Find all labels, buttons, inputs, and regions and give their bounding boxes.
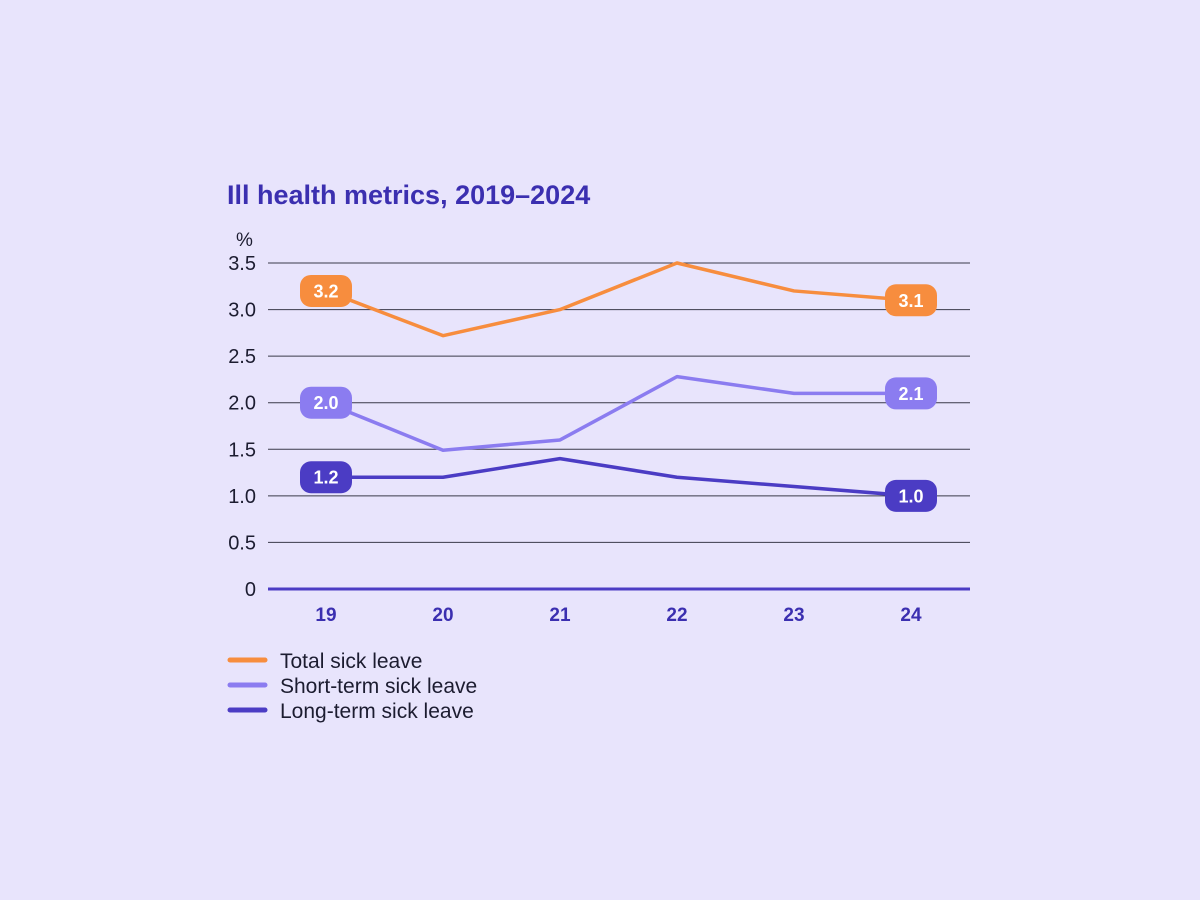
data-label-text: 3.2 (313, 281, 338, 301)
data-label-long-5: 1.0 (885, 479, 937, 512)
legend-item-long: Long-term sick leave (227, 700, 474, 723)
data-label-long-0: 1.2 (300, 461, 352, 494)
x-tick-label: 22 (666, 605, 687, 626)
x-tick-label: 24 (900, 605, 922, 626)
data-label-total-5: 3.1 (885, 284, 937, 317)
data-label-text: 2.0 (313, 393, 338, 413)
data-label-text: 1.0 (898, 486, 923, 506)
y-tick-label: 0 (245, 579, 256, 601)
y-tick-label: 0.5 (228, 532, 256, 554)
y-axis-ticks: 0 0.5 1.0 1.5 2.0 2.5 3.0 3.5 (228, 253, 256, 601)
y-tick-label: 2.5 (228, 346, 256, 368)
data-labels: 3.2 3.1 2.0 2.1 1.2 1.0 (300, 274, 937, 512)
chart-title: Ill health metrics, 2019–2024 (227, 180, 590, 210)
legend-item-total: Total sick leave (227, 650, 422, 673)
y-tick-label: 3.5 (228, 253, 256, 275)
y-tick-label: 1.5 (228, 439, 256, 461)
data-label-text: 3.1 (898, 291, 923, 311)
x-tick-label: 23 (783, 605, 804, 626)
series (324, 261, 913, 498)
y-axis-unit: % (236, 230, 253, 251)
data-label-badge (300, 386, 352, 419)
data-label-short-0: 2.0 (300, 386, 352, 419)
series-line-long (324, 456, 913, 498)
data-label-badge (885, 284, 937, 317)
y-tick-label: 2.0 (228, 393, 256, 415)
legend-label: Long-term sick leave (280, 700, 474, 723)
data-label-badge (885, 377, 937, 410)
data-label-text: 1.2 (313, 468, 338, 488)
y-tick-label: 1.0 (228, 486, 256, 508)
data-label-text: 2.1 (898, 384, 923, 404)
series-line-total (324, 261, 913, 338)
x-axis-ticks: 19 20 21 22 23 24 (315, 605, 922, 626)
data-label-short-5: 2.1 (885, 377, 937, 410)
data-label-badge (885, 479, 937, 512)
data-label-total-0: 3.2 (300, 274, 352, 307)
series-line-short (324, 374, 913, 452)
data-label-badge (300, 274, 352, 307)
data-label-badge (300, 461, 352, 494)
legend-label: Short-term sick leave (280, 675, 477, 698)
y-tick-label: 3.0 (228, 300, 256, 322)
x-tick-label: 21 (549, 605, 571, 626)
x-tick-label: 19 (315, 605, 336, 626)
legend-item-short: Short-term sick leave (227, 675, 477, 698)
gridlines (268, 262, 970, 543)
legend-label: Total sick leave (280, 650, 422, 673)
x-tick-label: 20 (432, 605, 453, 626)
